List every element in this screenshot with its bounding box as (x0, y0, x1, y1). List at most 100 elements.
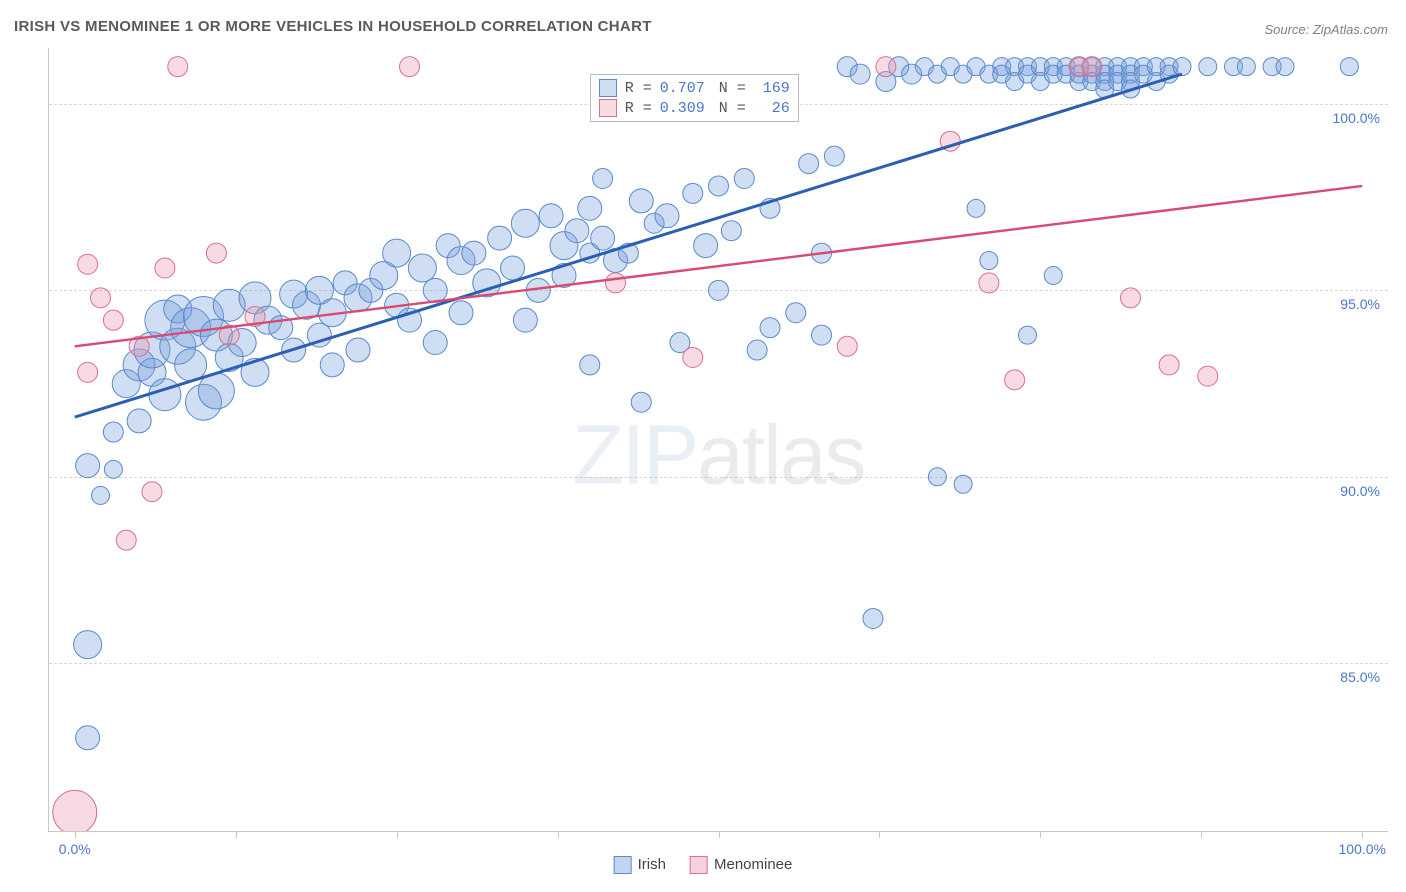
scatter-point (103, 310, 123, 330)
stat-r-label: R = (625, 100, 652, 117)
scatter-point (734, 169, 754, 189)
chart-container: IRISH VS MENOMINEE 1 OR MORE VEHICLES IN… (0, 0, 1406, 892)
scatter-point (591, 226, 615, 250)
scatter-point (967, 199, 985, 217)
scatter-point (1005, 370, 1025, 390)
scatter-point (709, 280, 729, 300)
scatter-point (1121, 288, 1141, 308)
scatter-point (462, 241, 486, 265)
scatter-point (928, 468, 946, 486)
scatter-point (1082, 57, 1102, 77)
scatter-point (760, 318, 780, 338)
scatter-point (539, 204, 563, 228)
scatter-point (799, 154, 819, 174)
legend-item: Menominee (690, 856, 792, 874)
scatter-point (980, 252, 998, 270)
x-tick (1040, 831, 1041, 838)
scatter-point (1019, 326, 1037, 344)
scatter-point (1199, 58, 1217, 76)
x-tick (236, 831, 237, 838)
legend-swatch (599, 79, 617, 97)
plot-area: ZIPatlas R =0.707 N = 169R =0.309 N = 26… (48, 48, 1388, 832)
stat-n-label: N = (719, 80, 746, 97)
scatter-point (683, 183, 703, 203)
legend-item: Irish (614, 856, 666, 874)
stat-r-value: 0.707 (660, 80, 705, 97)
scatter-point (400, 57, 420, 77)
scatter-point (683, 347, 703, 367)
x-tick (558, 831, 559, 838)
scatter-point (74, 631, 102, 659)
scatter-point (423, 331, 447, 355)
legend-swatch (599, 99, 617, 117)
scatter-point (850, 64, 870, 84)
scatter-point (168, 57, 188, 77)
scatter-point (593, 169, 613, 189)
scatter-point (78, 362, 98, 382)
scatter-point (408, 254, 436, 282)
scatter-point (488, 226, 512, 250)
scatter-point (78, 254, 98, 274)
scatter-point (91, 288, 111, 308)
scatter-point (631, 392, 651, 412)
scatter-point (346, 338, 370, 362)
legend-label: Menominee (714, 856, 792, 873)
scatter-point (53, 790, 97, 831)
scatter-point (876, 57, 896, 77)
scatter-point (721, 221, 741, 241)
scatter-point (127, 409, 151, 433)
x-tick (879, 831, 880, 838)
scatter-point (76, 454, 100, 478)
scatter-point (954, 475, 972, 493)
scatter-point (786, 303, 806, 323)
scatter-point (694, 234, 718, 258)
scatter-point (513, 308, 537, 332)
trend-line (75, 74, 1182, 417)
scatter-point (501, 256, 525, 280)
scatter-point (709, 176, 729, 196)
scatter-point (320, 353, 344, 377)
scatter-point (580, 355, 600, 375)
scatter-point (1276, 58, 1294, 76)
source-label: Source: ZipAtlas.com (1264, 22, 1388, 37)
scatter-point (206, 243, 226, 263)
scatter-point (155, 258, 175, 278)
stat-r-label: R = (625, 80, 652, 97)
x-tick-label: 100.0% (1339, 841, 1386, 857)
scatter-point (606, 273, 626, 293)
scatter-point (1237, 58, 1255, 76)
legend-label: Irish (638, 856, 666, 873)
stat-row: R =0.309 N = 26 (599, 99, 790, 117)
scatter-point (979, 273, 999, 293)
scatter-point (511, 209, 539, 237)
trend-line (75, 186, 1363, 346)
scatter-point (747, 340, 767, 360)
x-tick (397, 831, 398, 838)
scatter-point (1044, 266, 1062, 284)
x-tick (75, 831, 76, 838)
scatter-point (1340, 58, 1358, 76)
scatter-point (116, 530, 136, 550)
scatter-point (149, 379, 181, 411)
legend-swatch (614, 856, 632, 874)
plot-svg (49, 48, 1388, 831)
scatter-point (76, 726, 100, 750)
scatter-point (565, 219, 589, 243)
scatter-point (629, 189, 653, 213)
scatter-point (824, 146, 844, 166)
scatter-point (1159, 355, 1179, 375)
scatter-point (655, 204, 679, 228)
stat-n-label: N = (719, 100, 746, 117)
scatter-point (175, 349, 207, 381)
scatter-point (863, 608, 883, 628)
scatter-point (142, 482, 162, 502)
scatter-point (1198, 366, 1218, 386)
scatter-point (103, 422, 123, 442)
scatter-point (449, 301, 473, 325)
scatter-point (578, 196, 602, 220)
x-tick-label: 0.0% (59, 841, 91, 857)
scatter-point (1173, 58, 1191, 76)
legend-swatch (690, 856, 708, 874)
legend-bottom: Irish Menominee (614, 856, 793, 874)
scatter-point (92, 486, 110, 504)
